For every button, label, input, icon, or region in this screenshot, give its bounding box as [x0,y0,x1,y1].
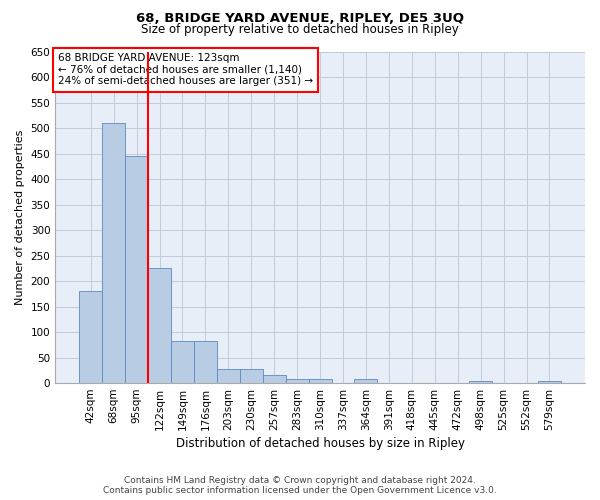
Bar [194,340,217,383]
Bar [286,379,308,383]
Text: 68, BRIDGE YARD AVENUE, RIPLEY, DE5 3UQ: 68, BRIDGE YARD AVENUE, RIPLEY, DE5 3UQ [136,12,464,26]
Bar [469,380,492,383]
Bar [102,123,125,383]
Bar [125,156,148,383]
X-axis label: Distribution of detached houses by size in Ripley: Distribution of detached houses by size … [176,437,464,450]
Bar [148,268,171,383]
Bar [263,376,286,383]
Bar [355,379,377,383]
Bar [217,369,240,383]
Bar [240,369,263,383]
Bar [308,379,332,383]
Y-axis label: Number of detached properties: Number of detached properties [15,130,25,305]
Bar [79,292,102,383]
Bar [171,340,194,383]
Text: 68 BRIDGE YARD AVENUE: 123sqm
← 76% of detached houses are smaller (1,140)
24% o: 68 BRIDGE YARD AVENUE: 123sqm ← 76% of d… [58,53,313,86]
Bar [538,380,561,383]
Text: Size of property relative to detached houses in Ripley: Size of property relative to detached ho… [141,22,459,36]
Text: Contains HM Land Registry data © Crown copyright and database right 2024.
Contai: Contains HM Land Registry data © Crown c… [103,476,497,495]
